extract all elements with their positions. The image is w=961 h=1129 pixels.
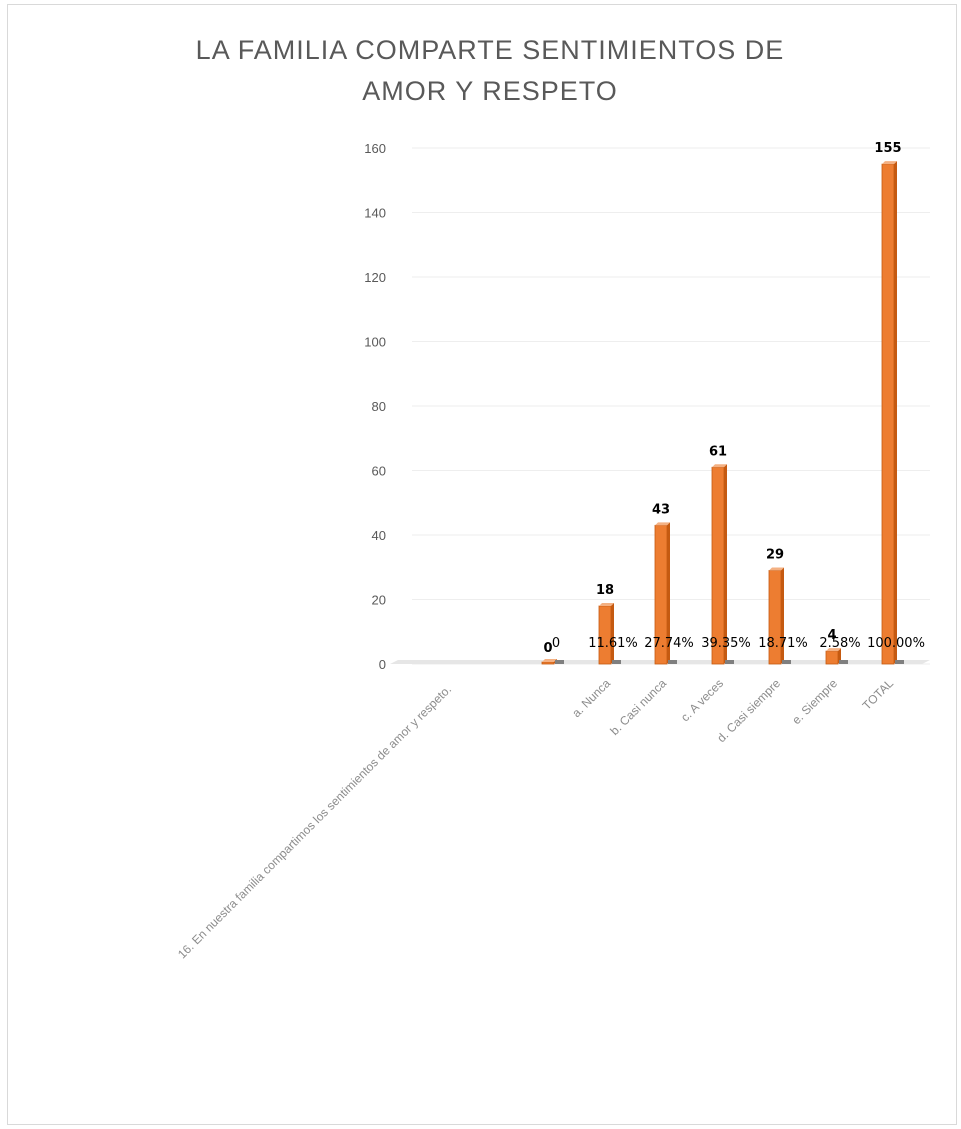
bar-percentage bbox=[782, 660, 791, 664]
bars bbox=[541, 161, 904, 665]
bar-percent-label: 2.58% bbox=[819, 636, 860, 651]
y-tick-label: 140 bbox=[364, 206, 386, 221]
bar-top bbox=[599, 602, 614, 606]
bar-percentage bbox=[612, 660, 621, 664]
bar-percent-label: 0 bbox=[552, 636, 560, 651]
x-category-label: b. Casi nunca bbox=[607, 676, 669, 738]
bar-top bbox=[542, 659, 557, 662]
bar-side bbox=[724, 464, 727, 664]
y-tick-label: 120 bbox=[364, 270, 386, 285]
y-tick-label: 60 bbox=[372, 464, 386, 479]
bar-percentage bbox=[839, 660, 848, 664]
bar-side bbox=[894, 161, 897, 664]
bar bbox=[711, 466, 725, 665]
data-labels: 0 0 18 11.61% 43 27.74% 61 39.35% 29 18.71% 42.58%… bbox=[543, 141, 924, 656]
y-tick-label: 100 bbox=[364, 335, 386, 350]
bar-percent-label: 11.61% bbox=[588, 636, 638, 651]
bar-percent-label: 100.00% bbox=[867, 636, 925, 651]
y-tick-label: 20 bbox=[372, 593, 386, 608]
bar bbox=[825, 650, 839, 665]
bar bbox=[598, 605, 612, 665]
x-category-label: e. Siempre bbox=[789, 676, 840, 727]
bar-side bbox=[781, 567, 784, 664]
bar-value-label: 43 bbox=[652, 502, 670, 517]
bar-percent-label: 18.71% bbox=[758, 636, 808, 651]
bar-top bbox=[826, 648, 841, 652]
bar-percentage bbox=[895, 660, 904, 664]
chart-title-line-1: LA FAMILIA COMPARTE SENTIMIENTOS DE bbox=[196, 35, 785, 65]
bar-side bbox=[667, 522, 670, 664]
bar-top bbox=[769, 567, 784, 571]
bar-top bbox=[655, 522, 670, 526]
bar-top bbox=[712, 464, 727, 468]
y-tick-label: 0 bbox=[379, 657, 386, 672]
bar-value-label: 29 bbox=[766, 547, 784, 562]
y-axis-ticks: 0 20 40 60 80 100 120 140 160 bbox=[364, 141, 386, 672]
bar-value-label: 18 bbox=[596, 583, 614, 598]
x-category-label: 16. En nuestra familia compartimos los s… bbox=[175, 682, 454, 961]
x-category-label: TOTAL bbox=[860, 676, 897, 713]
bar-percentage bbox=[725, 660, 734, 664]
chart-title-line-2: AMOR Y RESPETO bbox=[362, 76, 618, 106]
chart-frame bbox=[7, 4, 957, 1125]
y-tick-label: 80 bbox=[372, 399, 386, 414]
bar-percent-label: 27.74% bbox=[644, 636, 694, 651]
bar-value-label: 0 bbox=[543, 641, 552, 656]
bar-value-label: 155 bbox=[874, 141, 901, 156]
bar-top bbox=[882, 161, 897, 165]
y-tick-label: 40 bbox=[372, 528, 386, 543]
bar bbox=[541, 661, 555, 665]
bar-percentage bbox=[555, 660, 564, 664]
bar-value-label: 4 bbox=[827, 628, 836, 643]
bar-percent-label: 39.35% bbox=[701, 636, 751, 651]
bar-side bbox=[611, 602, 614, 664]
x-category-label: c. A veces bbox=[678, 676, 726, 724]
bar bbox=[881, 163, 895, 665]
x-axis-categories: 16. En nuestra familia compartimos los s… bbox=[175, 676, 896, 961]
x-category-label: a. Nunca bbox=[569, 676, 613, 720]
y-tick-label: 160 bbox=[364, 141, 386, 156]
bar-percentage bbox=[668, 660, 677, 664]
bar-value-label: 61 bbox=[709, 444, 727, 459]
